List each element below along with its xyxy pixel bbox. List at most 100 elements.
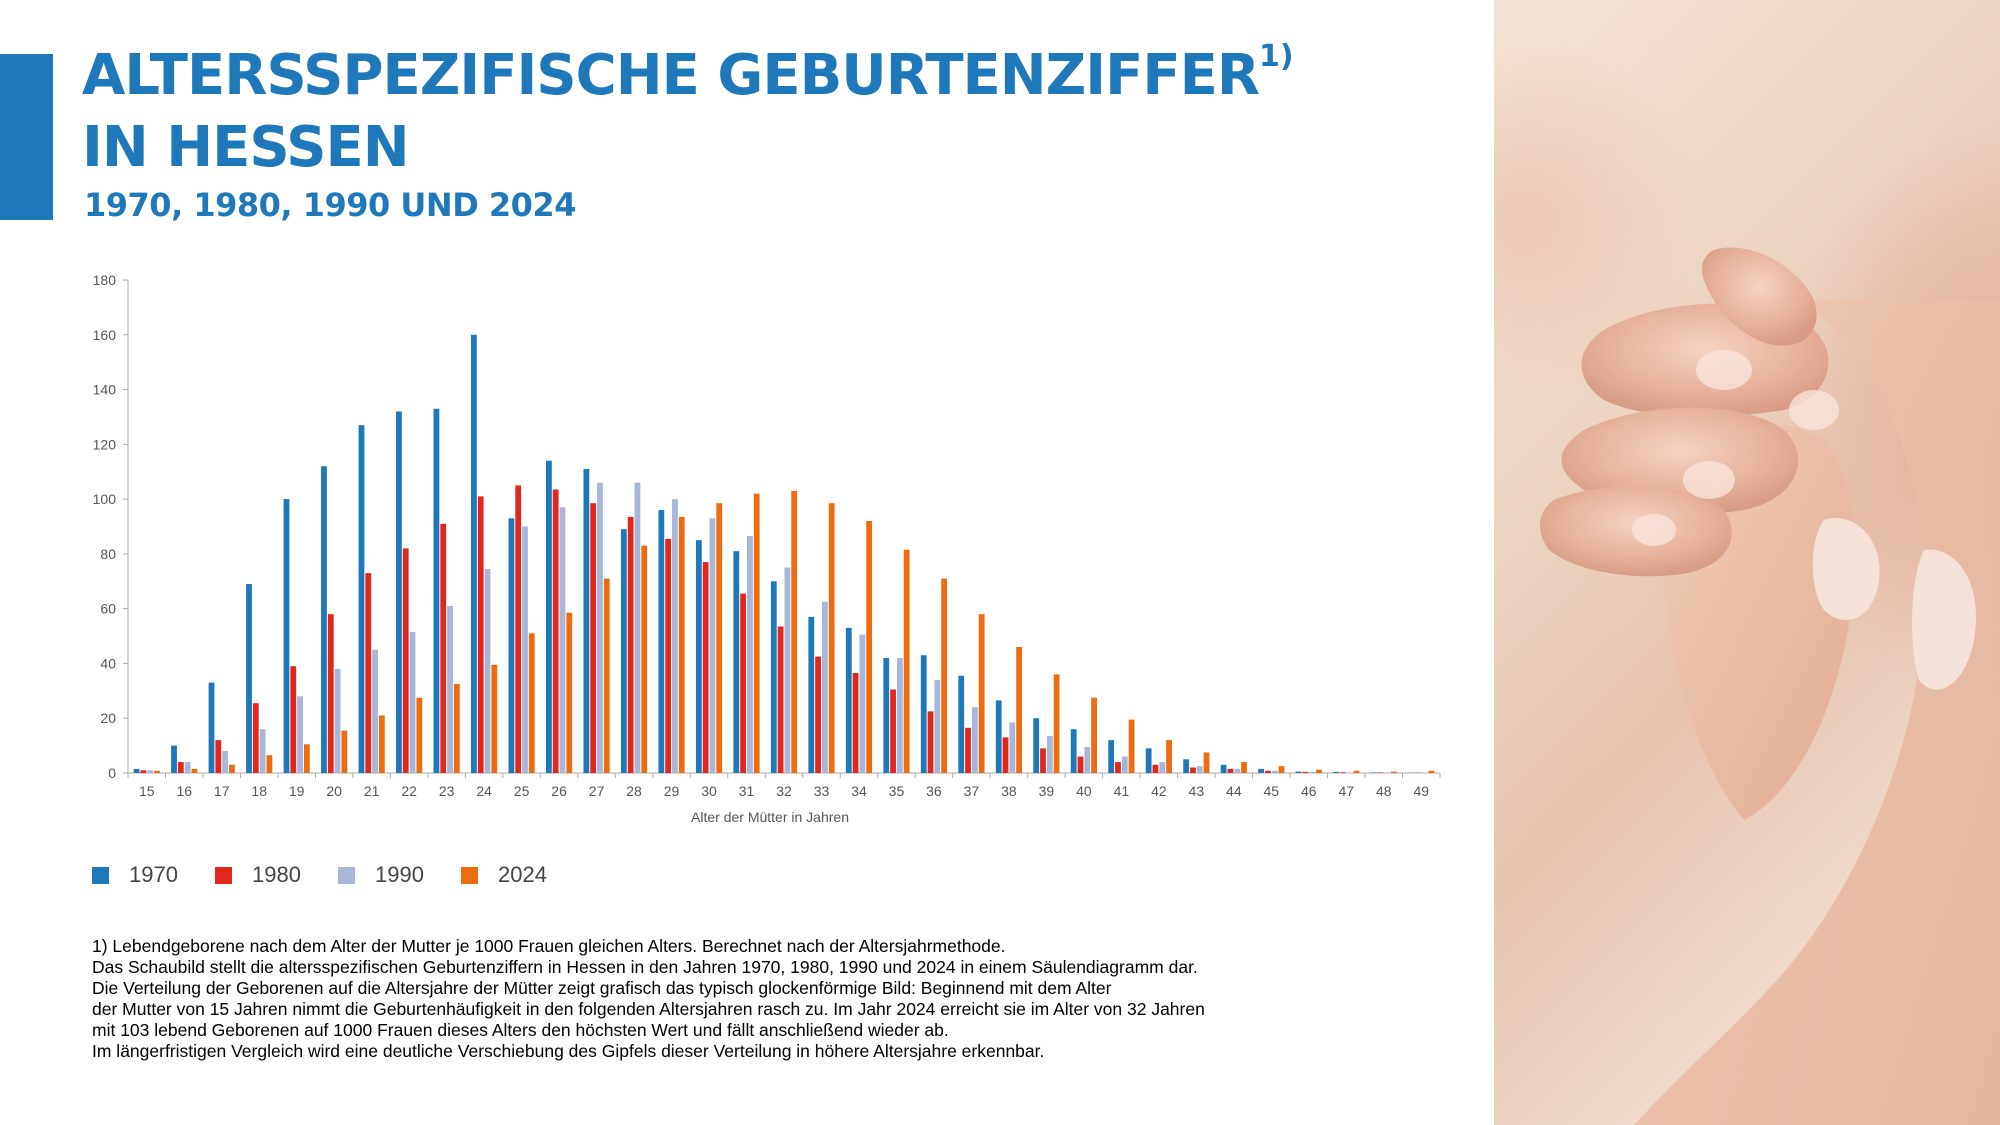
y-tick-label: 180	[93, 272, 117, 288]
bar-1990-25	[522, 526, 528, 773]
bar-2024-39	[1053, 674, 1060, 773]
bar-2024-38	[1016, 647, 1023, 773]
footnote-line: mit 103 lebend Geborenen auf 1000 Frauen…	[92, 1020, 949, 1040]
bar-1980-19	[290, 666, 297, 773]
bar-1990-27	[597, 482, 603, 773]
legend-item-1970: 1970	[92, 862, 215, 888]
bar-1970-40	[1070, 729, 1077, 773]
legend-item-1990: 1990	[338, 862, 461, 888]
bar-2024-30	[716, 503, 723, 773]
bar-1980-16	[177, 762, 184, 773]
bar-1990-41	[1121, 756, 1128, 773]
x-tick-label: 40	[1076, 783, 1092, 799]
x-tick-label: 48	[1376, 783, 1392, 799]
bar-1990-26	[559, 507, 566, 773]
bar-2024-44	[1241, 762, 1247, 773]
bar-1970-19	[283, 499, 290, 773]
bar-2024-18	[266, 755, 273, 773]
bar-2024-37	[978, 614, 985, 773]
bar-1990-24	[484, 568, 491, 773]
x-tick-label: 18	[251, 783, 267, 799]
bar-1980-44	[1227, 768, 1234, 773]
x-tick-label: 28	[626, 783, 642, 799]
bar-2024-46	[1316, 769, 1322, 773]
bar-2024-20	[341, 730, 348, 773]
x-tick-label: 36	[926, 783, 942, 799]
bar-1990-34	[859, 634, 866, 773]
bar-1980-39	[1040, 748, 1046, 773]
bar-1990-23	[447, 605, 453, 773]
bar-1990-36	[934, 679, 941, 773]
bar-1970-33	[808, 616, 815, 773]
bar-1990-45	[1271, 770, 1278, 773]
x-tick-label: 32	[776, 783, 792, 799]
bar-1970-16	[171, 745, 177, 773]
bar-1980-35	[890, 689, 896, 773]
bar-1980-31	[740, 593, 747, 773]
bars	[133, 334, 1435, 774]
x-tick-label: 49	[1413, 783, 1429, 799]
footnote-line: Die Verteilung der Geborenen auf die Alt…	[92, 978, 1112, 998]
bar-1970-25	[508, 518, 515, 773]
x-tick-label: 39	[1039, 783, 1055, 799]
bar-1970-41	[1108, 740, 1115, 773]
x-tick-label: 46	[1301, 783, 1317, 799]
bar-1970-46	[1295, 771, 1302, 773]
bar-1990-39	[1046, 736, 1053, 773]
bar-1970-21	[358, 425, 365, 773]
bar-2024-48	[1391, 771, 1397, 773]
bar-2024-45	[1278, 766, 1285, 773]
y-tick-label: 0	[108, 765, 116, 781]
bar-1980-29	[665, 538, 672, 773]
bar-1970-34	[845, 627, 852, 773]
footnote: 1) Lebendgeborene nach dem Alter der Mut…	[92, 936, 1472, 1062]
legend-item-1980: 1980	[215, 862, 338, 888]
bar-2024-34	[866, 521, 873, 773]
x-tick-label: 27	[589, 783, 605, 799]
bar-1990-46	[1309, 771, 1316, 773]
bar-1990-38	[1009, 722, 1016, 773]
bar-1970-30	[695, 540, 702, 773]
bar-1980-45	[1265, 770, 1271, 773]
bar-2024-26	[566, 612, 573, 773]
bar-2024-31	[753, 493, 760, 773]
legend-label: 1970	[129, 862, 178, 887]
bar-2024-35	[903, 549, 910, 773]
x-tick-label: 41	[1114, 783, 1130, 799]
x-tick-label: 37	[964, 783, 980, 799]
title-line-1: ALTERSSPEZIFISCHE GEBURTENZIFFER1)	[82, 40, 1294, 112]
x-tick-label: 34	[851, 783, 867, 799]
bar-1970-31	[733, 551, 740, 773]
bar-1990-17	[222, 751, 229, 773]
legend-label: 1980	[252, 862, 301, 887]
bar-2024-22	[416, 697, 423, 773]
bar-1970-22	[396, 411, 402, 773]
bar-2024-36	[941, 578, 948, 773]
bar-2024-49	[1428, 770, 1435, 773]
bar-1970-28	[620, 529, 627, 773]
bar-2024-23	[453, 683, 460, 773]
bar-2024-24	[491, 664, 498, 773]
bar-2024-19	[303, 744, 310, 773]
bar-1990-31	[747, 536, 753, 773]
bar-1980-43	[1190, 767, 1196, 773]
bar-2024-33	[828, 503, 835, 773]
bar-1980-21	[365, 573, 372, 773]
bar-1990-43	[1196, 766, 1203, 773]
bar-1990-33	[821, 601, 828, 773]
legend-swatch	[461, 866, 478, 884]
bar-2024-28	[641, 545, 648, 773]
bar-1990-47	[1346, 772, 1353, 773]
bar-1990-22	[409, 631, 416, 773]
title-text: ALTERSSPEZIFISCHE GEBURTENZIFFER	[82, 43, 1260, 108]
bar-1980-38	[1002, 737, 1009, 773]
x-tick-label: 43	[1189, 783, 1205, 799]
x-tick-label: 15	[139, 783, 155, 799]
bar-1980-33	[815, 656, 821, 773]
chart-legend: 1970 1980 1990 2024	[92, 862, 584, 888]
footnote-line: Im längerfristigen Vergleich wird eine d…	[92, 1041, 1045, 1061]
bar-2024-17	[229, 764, 235, 773]
bar-2024-25	[528, 633, 535, 773]
legend-label: 1990	[375, 862, 424, 887]
bar-1970-44	[1220, 764, 1227, 773]
